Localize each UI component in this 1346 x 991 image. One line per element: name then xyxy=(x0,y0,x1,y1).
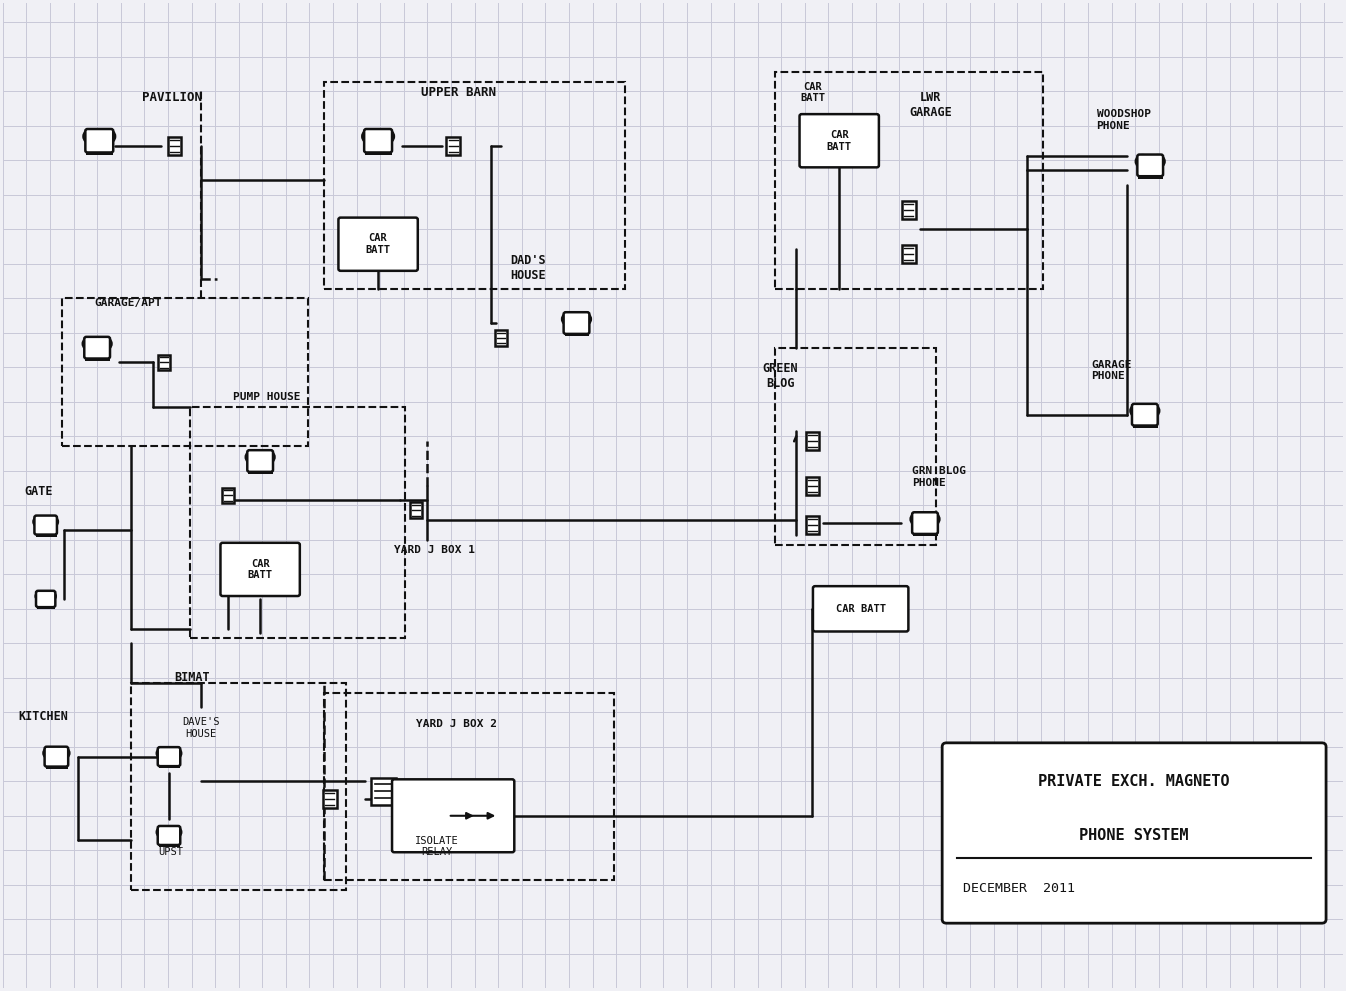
Text: CAR
BATT: CAR BATT xyxy=(248,559,273,580)
Circle shape xyxy=(170,748,182,759)
Bar xyxy=(806,516,820,534)
Text: PRIVATE EXCH. MAGNETO: PRIVATE EXCH. MAGNETO xyxy=(1038,774,1230,789)
Bar xyxy=(324,693,614,880)
Text: WOODSHOP
PHONE: WOODSHOP PHONE xyxy=(1097,109,1151,131)
Bar xyxy=(132,683,346,890)
Text: KITCHEN: KITCHEN xyxy=(19,711,69,723)
Bar xyxy=(775,348,935,545)
Circle shape xyxy=(170,826,182,837)
FancyBboxPatch shape xyxy=(800,114,879,167)
FancyBboxPatch shape xyxy=(1137,155,1163,176)
Bar xyxy=(775,71,1043,288)
Circle shape xyxy=(926,513,940,525)
Bar xyxy=(190,407,405,638)
Circle shape xyxy=(261,451,275,464)
Text: GARAGE
PHONE: GARAGE PHONE xyxy=(1092,360,1132,382)
Circle shape xyxy=(911,513,925,525)
Circle shape xyxy=(57,747,70,759)
Circle shape xyxy=(1145,404,1159,417)
Circle shape xyxy=(1151,156,1164,167)
Bar xyxy=(447,137,460,155)
FancyBboxPatch shape xyxy=(813,586,909,631)
FancyBboxPatch shape xyxy=(564,312,590,334)
Text: CAR
BATT: CAR BATT xyxy=(826,130,852,152)
Circle shape xyxy=(46,516,58,527)
Circle shape xyxy=(362,130,377,144)
Circle shape xyxy=(563,313,576,325)
Circle shape xyxy=(378,130,394,144)
Bar xyxy=(324,81,625,288)
Circle shape xyxy=(1136,156,1149,167)
Bar xyxy=(409,502,421,518)
Text: CAR BATT: CAR BATT xyxy=(836,604,886,613)
Bar xyxy=(902,245,915,263)
Text: ISOLATE
RELAY: ISOLATE RELAY xyxy=(415,835,459,857)
FancyBboxPatch shape xyxy=(85,129,113,153)
Circle shape xyxy=(35,592,46,601)
Text: YARD J BOX 1: YARD J BOX 1 xyxy=(394,545,475,555)
Bar xyxy=(495,330,507,346)
Circle shape xyxy=(82,337,97,350)
Circle shape xyxy=(43,747,55,759)
Bar xyxy=(323,790,336,808)
Text: YARD J BOX 2: YARD J BOX 2 xyxy=(416,719,497,729)
Bar xyxy=(806,477,820,495)
Text: BIMAT: BIMAT xyxy=(175,671,210,684)
FancyBboxPatch shape xyxy=(157,826,180,845)
FancyBboxPatch shape xyxy=(1132,404,1158,425)
Circle shape xyxy=(246,451,260,464)
Circle shape xyxy=(34,516,46,527)
FancyBboxPatch shape xyxy=(392,779,514,852)
Text: DAD'S
HOUSE: DAD'S HOUSE xyxy=(510,254,546,281)
FancyBboxPatch shape xyxy=(35,515,57,534)
Bar xyxy=(806,432,820,450)
Circle shape xyxy=(83,130,98,144)
Text: UPPER BARN: UPPER BARN xyxy=(421,86,495,99)
Text: PHONE SYSTEM: PHONE SYSTEM xyxy=(1079,827,1189,843)
Bar xyxy=(222,488,234,503)
Text: GREEN
BLOG: GREEN BLOG xyxy=(762,362,798,390)
FancyBboxPatch shape xyxy=(365,129,392,153)
Circle shape xyxy=(46,592,55,601)
Circle shape xyxy=(156,826,168,837)
Text: DECEMBER  2011: DECEMBER 2011 xyxy=(962,882,1074,895)
FancyBboxPatch shape xyxy=(85,337,110,359)
Text: UPST: UPST xyxy=(159,847,183,857)
Text: PAVILION: PAVILION xyxy=(143,91,202,104)
FancyBboxPatch shape xyxy=(157,747,180,766)
Text: CAR
BATT: CAR BATT xyxy=(800,81,825,103)
Bar xyxy=(371,778,396,805)
Text: PUMP HOUSE: PUMP HOUSE xyxy=(233,391,302,402)
Text: LWR
GARAGE: LWR GARAGE xyxy=(909,91,952,119)
Circle shape xyxy=(156,748,168,759)
Text: CAR
BATT: CAR BATT xyxy=(366,234,390,255)
Circle shape xyxy=(1131,404,1144,417)
Text: DAVE'S
HOUSE: DAVE'S HOUSE xyxy=(183,717,219,739)
Circle shape xyxy=(98,337,112,350)
Bar xyxy=(902,201,915,219)
FancyBboxPatch shape xyxy=(221,543,300,596)
FancyBboxPatch shape xyxy=(36,591,55,607)
FancyBboxPatch shape xyxy=(248,450,273,472)
Bar xyxy=(168,137,182,155)
Circle shape xyxy=(100,130,116,144)
Text: GATE: GATE xyxy=(24,486,52,498)
Bar xyxy=(157,355,170,371)
Circle shape xyxy=(577,313,591,325)
Text: GRN BLOG
PHONE: GRN BLOG PHONE xyxy=(913,466,966,488)
FancyBboxPatch shape xyxy=(44,746,69,767)
FancyBboxPatch shape xyxy=(942,743,1326,924)
FancyBboxPatch shape xyxy=(338,218,417,271)
Bar xyxy=(62,298,308,446)
Text: GARAGE/APT: GARAGE/APT xyxy=(94,298,162,308)
FancyBboxPatch shape xyxy=(913,512,938,534)
